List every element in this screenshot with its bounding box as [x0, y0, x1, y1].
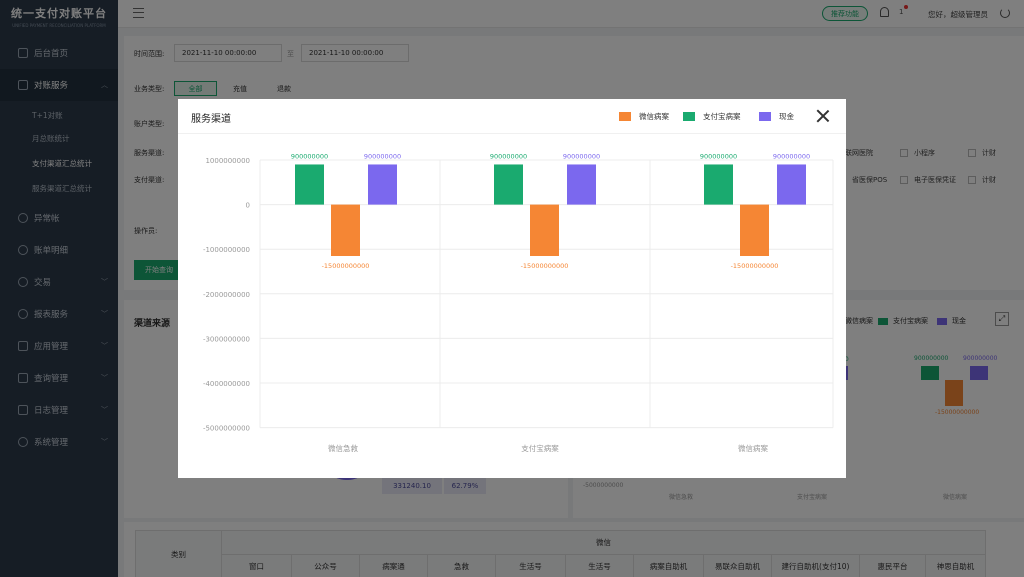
- x-tick-label: 微信急救: [328, 443, 358, 453]
- data-label: -15000000000: [322, 262, 370, 270]
- bar: [567, 164, 596, 205]
- data-label: -15000000000: [521, 262, 569, 270]
- data-label: 900000000: [700, 152, 737, 160]
- data-label: -15000000000: [731, 262, 779, 270]
- data-label: 900000000: [563, 152, 600, 160]
- legend-label: 微信病案: [639, 112, 669, 121]
- x-tick-label: 微信病案: [738, 443, 768, 453]
- legend-swatch: [683, 112, 695, 121]
- legend-label: 现金: [779, 112, 794, 121]
- bar: [368, 164, 397, 205]
- bar-chart: 1000000000 0 -1000000000 -2000000000 -300000…: [203, 152, 834, 453]
- legend-swatch: [619, 112, 631, 121]
- bar: [295, 164, 324, 205]
- legend-swatch: [759, 112, 771, 121]
- service-channel-modal: 服务渠道 微信病案 支付宝病案 现金 1000000000 0 -100000000…: [178, 99, 846, 478]
- y-tick-label: -4000000000: [203, 380, 250, 388]
- data-label: 900000000: [490, 152, 527, 160]
- bar: [494, 164, 523, 205]
- data-label: 900000000: [291, 152, 328, 160]
- bar: [777, 164, 806, 205]
- data-label: 900000000: [364, 152, 401, 160]
- x-tick-label: 支付宝病案: [521, 443, 559, 453]
- y-tick-label: -3000000000: [203, 335, 250, 343]
- y-tick-label: 0: [246, 202, 250, 210]
- legend-label: 支付宝病案: [703, 112, 741, 121]
- legend-item-alipay[interactable]: 支付宝病案: [683, 111, 741, 122]
- modal-divider: [178, 133, 846, 134]
- bar: [704, 164, 733, 205]
- modal-title: 服务渠道: [191, 114, 231, 125]
- data-label: 900000000: [773, 152, 810, 160]
- y-tick-label: -2000000000: [203, 291, 250, 299]
- y-tick-label: -1000000000: [203, 246, 250, 254]
- bar: [530, 204, 559, 256]
- legend-item-cash[interactable]: 现金: [759, 111, 794, 122]
- bar: [740, 204, 769, 256]
- y-tick-label: -5000000000: [203, 425, 250, 433]
- close-icon[interactable]: [816, 109, 830, 123]
- y-tick-label: 1000000000: [205, 157, 250, 165]
- legend-item-wechat[interactable]: 微信病案: [619, 111, 669, 122]
- bar: [331, 204, 360, 256]
